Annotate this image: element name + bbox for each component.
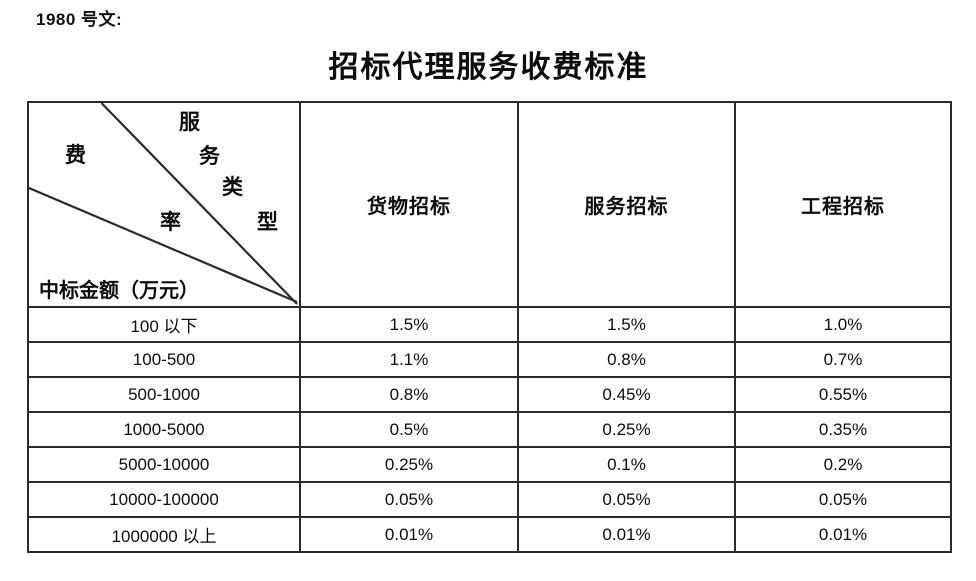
rate-cell: 0.8%: [299, 376, 519, 413]
corner-service-char: 服: [179, 110, 200, 134]
rate-cell: 0.01%: [517, 516, 736, 553]
rate-cell: 1.1%: [299, 341, 519, 378]
fee-standard-table: 服 务 类 型 费 率 中标金额（万元） 货物招标 服务招标 工程招标 100 …: [27, 101, 952, 553]
rate-cell: 0.55%: [734, 376, 952, 413]
table-row: 100-500 1.1% 0.8% 0.7%: [27, 341, 952, 378]
corner-fee-char: 费: [65, 143, 86, 167]
rate-cell: 0.45%: [517, 376, 736, 413]
table-row: 500-1000 0.8% 0.45% 0.55%: [27, 376, 952, 413]
rate-cell: 0.25%: [299, 446, 519, 483]
page-title: 招标代理服务收费标准: [328, 51, 649, 84]
corner-service-char: 务: [199, 144, 220, 168]
rate-cell: 0.05%: [734, 481, 952, 518]
amount-range-cell: 100-500: [27, 341, 301, 378]
rate-cell: 1.5%: [299, 306, 519, 343]
corner-service-char: 型: [257, 210, 278, 234]
corner-service-char: 类: [222, 175, 243, 199]
rate-cell: 0.8%: [517, 341, 736, 378]
rate-cell: 0.5%: [299, 411, 519, 448]
rate-cell: 1.5%: [517, 306, 736, 343]
doc-number-label: 1980 号文:: [36, 10, 123, 29]
amount-range-cell: 100 以下: [27, 306, 301, 343]
rate-cell: 0.05%: [517, 481, 736, 518]
table-row: 1000000 以上 0.01% 0.01% 0.01%: [27, 516, 952, 553]
rate-cell: 0.05%: [299, 481, 519, 518]
table-row: 10000-100000 0.05% 0.05% 0.05%: [27, 481, 952, 518]
amount-range-cell: 1000000 以上: [27, 516, 301, 553]
corner-fee-char: 率: [160, 210, 181, 234]
rate-cell: 0.2%: [734, 446, 952, 483]
column-header-service: 服务招标: [517, 101, 736, 308]
table-header-row: 服 务 类 型 费 率 中标金额（万元） 货物招标 服务招标 工程招标: [27, 101, 952, 308]
amount-range-cell: 500-1000: [27, 376, 301, 413]
rate-cell: 0.01%: [734, 516, 952, 553]
rate-cell: 0.35%: [734, 411, 952, 448]
table-row: 1000-5000 0.5% 0.25% 0.35%: [27, 411, 952, 448]
amount-range-cell: 5000-10000: [27, 446, 301, 483]
rate-cell: 0.1%: [517, 446, 736, 483]
corner-amount-label: 中标金额（万元）: [39, 280, 199, 302]
rate-cell: 0.7%: [734, 341, 952, 378]
amount-range-cell: 1000-5000: [27, 411, 301, 448]
diagonal-divider-lines: [29, 103, 298, 305]
table-row: 100 以下 1.5% 1.5% 1.0%: [27, 306, 952, 343]
amount-range-cell: 10000-100000: [27, 481, 301, 518]
rate-cell: 0.25%: [517, 411, 736, 448]
rate-cell: 0.01%: [299, 516, 519, 553]
column-header-goods: 货物招标: [299, 101, 519, 308]
rate-cell: 1.0%: [734, 306, 952, 343]
table-row: 5000-10000 0.25% 0.1% 0.2%: [27, 446, 952, 483]
column-header-engineering: 工程招标: [734, 101, 952, 308]
table-corner-cell: 服 务 类 型 费 率 中标金额（万元）: [27, 101, 301, 308]
